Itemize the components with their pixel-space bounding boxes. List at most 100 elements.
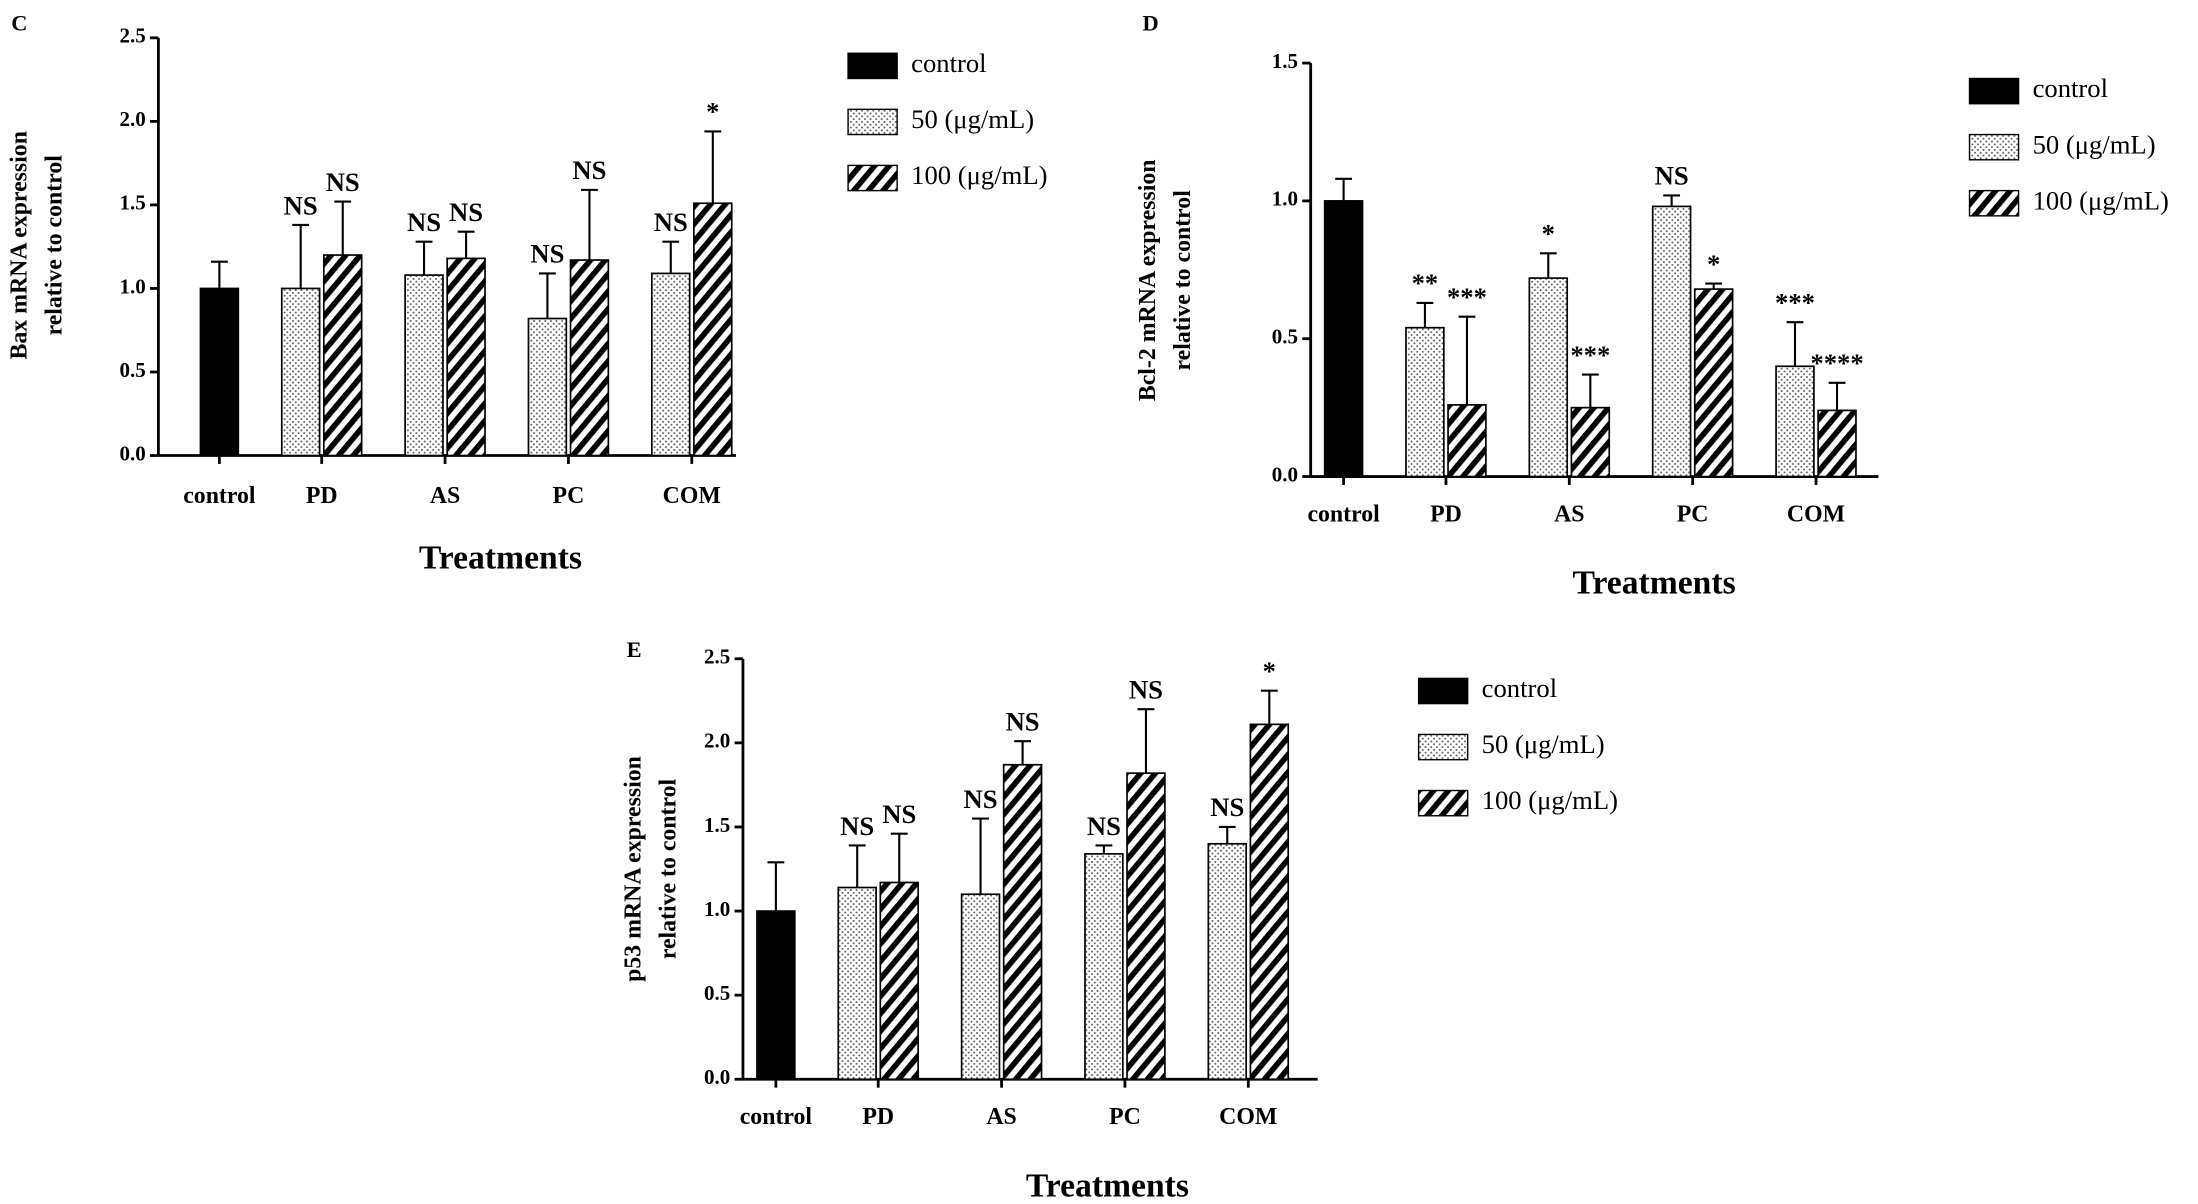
- bar: [693, 202, 733, 457]
- significance-label: NS: [572, 155, 606, 185]
- y-tick-label: 1.0: [704, 897, 730, 921]
- legend-label: control: [2033, 73, 2108, 103]
- significance-label: NS: [407, 207, 441, 237]
- significance-label: NS: [840, 811, 874, 841]
- bar: [446, 257, 486, 457]
- bar: [650, 272, 691, 457]
- bar: [1447, 404, 1487, 478]
- y-tick-label: 0.0: [1272, 462, 1298, 486]
- y-tick-label: 0.5: [120, 358, 146, 382]
- legend-label: 50 (μg/mL): [911, 104, 1034, 134]
- x-tick-label: AS: [1554, 501, 1584, 527]
- bar: [199, 287, 240, 457]
- legend-swatch: [1417, 677, 1469, 705]
- significance-label: NS: [326, 167, 360, 197]
- bar: [960, 893, 1001, 1081]
- bar: [879, 881, 920, 1081]
- significance-label: NS: [654, 207, 688, 237]
- x-axis-label: Treatments: [1026, 1167, 1189, 1204]
- legend-label: 100 (μg/mL): [1482, 785, 1618, 815]
- y-tick-label: 2.5: [704, 645, 730, 669]
- significance-label: NS: [882, 799, 916, 829]
- significance-label: NS: [1087, 811, 1121, 841]
- significance-label: NS: [964, 784, 998, 814]
- y-tick-label: 0.5: [1272, 325, 1298, 349]
- significance-label: NS: [1129, 675, 1163, 705]
- y-tick-label: 2.0: [120, 107, 146, 131]
- significance-label: NS: [530, 239, 564, 269]
- chart-panel: C Bax mRNA expression relative to control T…: [6, 10, 1047, 576]
- y-tick-label: 1.5: [1272, 49, 1298, 73]
- legend-swatch: [847, 164, 898, 192]
- significance-label: ***: [1570, 340, 1610, 370]
- legend-label: control: [1482, 673, 1557, 703]
- legend-label: 100 (μg/mL): [911, 160, 1047, 190]
- chart-panel: D Bcl-2 mRNA expression relative to contro…: [1135, 10, 2169, 601]
- significance-label: ***: [1775, 287, 1815, 317]
- significance-label: *: [706, 97, 719, 127]
- legend-swatch: [1417, 789, 1469, 817]
- x-tick-label: AS: [986, 1104, 1016, 1130]
- legend-swatch: [847, 108, 898, 136]
- bar: [756, 910, 796, 1081]
- x-tick-label: PD: [862, 1104, 894, 1130]
- bar: [1775, 365, 1815, 478]
- legend-swatch: [1417, 733, 1469, 761]
- bar: [1249, 723, 1290, 1081]
- x-tick-label: COM: [1219, 1104, 1277, 1130]
- y-axis-label: relative to control: [42, 155, 68, 336]
- significance-label: *: [1707, 249, 1720, 279]
- bar: [404, 274, 444, 457]
- x-tick-label: AS: [430, 483, 460, 509]
- legend-label: control: [911, 48, 986, 78]
- y-tick-label: 1.0: [120, 274, 146, 298]
- x-axis-label: Treatments: [1573, 565, 1736, 602]
- bar: [1817, 409, 1857, 478]
- bar: [1528, 277, 1569, 478]
- y-tick-label: 1.0: [1272, 187, 1298, 211]
- bar: [280, 287, 321, 457]
- y-tick-label: 2.5: [120, 24, 146, 48]
- significance-label: *: [1542, 219, 1555, 249]
- bar: [1693, 288, 1734, 478]
- legend-swatch: [1968, 189, 2020, 217]
- bar: [1570, 406, 1611, 478]
- bar: [322, 254, 363, 457]
- y-tick-label: 1.5: [120, 191, 146, 215]
- x-tick-label: PD: [1430, 501, 1462, 527]
- y-axis-label: Bcl-2 mRNA expression: [1135, 160, 1161, 402]
- significance-label: NS: [1210, 792, 1244, 822]
- bar: [1405, 326, 1445, 478]
- panel-label: D: [1142, 10, 1158, 35]
- significance-label: ****: [1810, 348, 1863, 378]
- significance-label: NS: [284, 190, 318, 220]
- bar: [1126, 772, 1166, 1081]
- x-axis-label: Treatments: [419, 539, 582, 576]
- x-tick-label: PC: [1109, 1104, 1141, 1130]
- y-tick-label: 0.0: [704, 1065, 730, 1089]
- significance-label: *: [1263, 656, 1276, 686]
- panel-label: E: [627, 637, 642, 662]
- y-tick-label: 2.0: [704, 729, 730, 753]
- bar: [1651, 205, 1692, 478]
- legend-label: 100 (μg/mL): [2033, 185, 2169, 215]
- bar: [527, 317, 568, 457]
- significance-label: **: [1412, 268, 1439, 298]
- bar: [1323, 200, 1364, 478]
- legend-swatch: [847, 52, 898, 80]
- x-tick-label: control: [183, 483, 256, 509]
- bar: [1207, 842, 1248, 1081]
- bar: [1084, 853, 1124, 1081]
- y-tick-label: 1.5: [704, 813, 730, 837]
- legend-swatch: [1968, 133, 2020, 161]
- significance-label: NS: [1655, 161, 1689, 191]
- x-tick-label: PC: [1677, 501, 1709, 527]
- y-axis-label: p53 mRNA expression: [620, 756, 646, 982]
- y-tick-label: 0.0: [120, 441, 146, 465]
- y-axis-label: relative to control: [656, 778, 682, 959]
- bar: [837, 886, 877, 1081]
- legend-label: 50 (μg/mL): [1482, 729, 1605, 759]
- significance-label: ***: [1447, 282, 1487, 312]
